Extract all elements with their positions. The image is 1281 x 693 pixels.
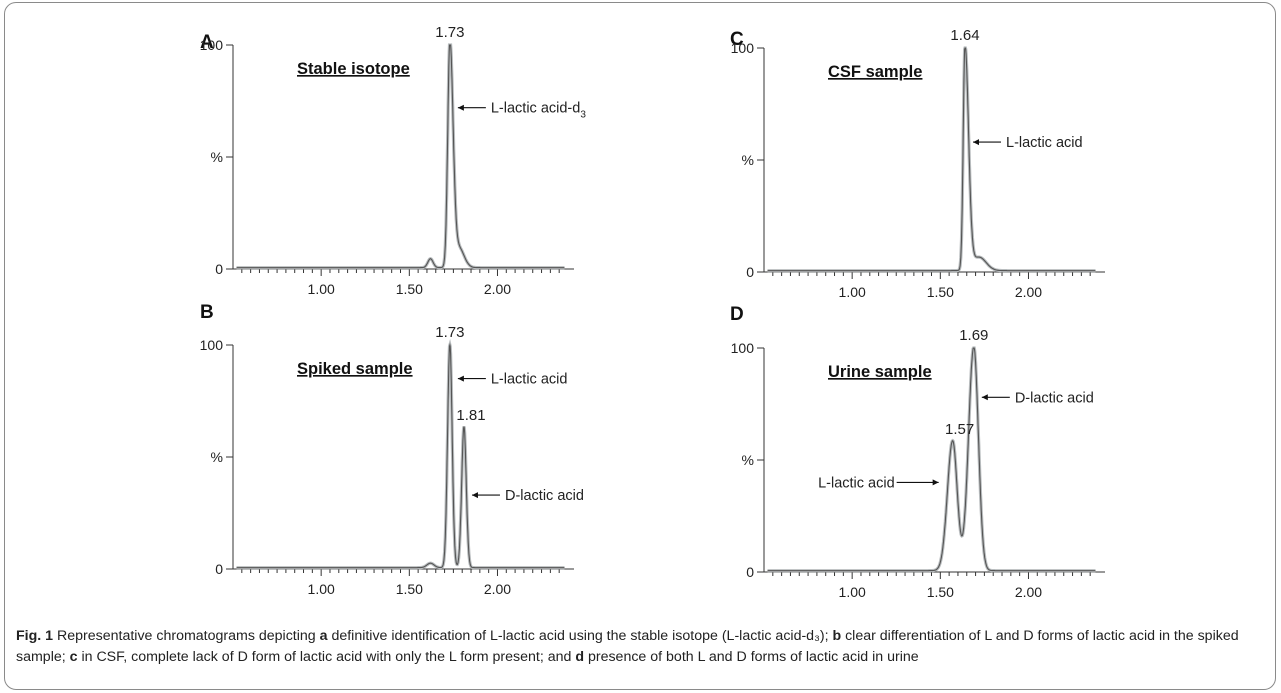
peak-annotation: L-lactic acid: [818, 475, 939, 491]
panel-title: Urine sample: [828, 363, 932, 381]
peak-label: 1.73: [435, 24, 464, 41]
chromatogram-trace: [767, 47, 1096, 272]
y-tick-label: 100: [200, 37, 224, 53]
caption-panel-ref: b: [832, 628, 842, 644]
panel-b: B Spiked sample 100% 0 1.00 1.50 2.00 1.73 1.81 L…: [200, 302, 584, 597]
arrow-head: [981, 394, 988, 401]
x-tick-label: 1.50: [927, 584, 954, 600]
annotation-text: L-lactic acid: [491, 372, 568, 388]
chromatogram-trace: [767, 347, 1096, 572]
annotation-text: L-lactic acid-d: [491, 101, 580, 117]
caption-segment: presence of both L and D forms of lactic…: [584, 649, 919, 665]
annotation-label: L-lactic acid-d3: [491, 101, 586, 121]
y-tick-label: %: [742, 452, 754, 468]
trace-halo: [236, 43, 565, 270]
annotation-label: L-lactic acid: [491, 372, 568, 388]
caption-segment: Representative chromatograms depicting: [53, 628, 320, 644]
x-tick-label: 1.50: [927, 284, 954, 300]
peak-annotation: L-lactic acid: [973, 135, 1083, 151]
panel-letter: C: [730, 29, 744, 50]
peak-annotation: L-lactic acid: [457, 372, 568, 388]
x-tick-label: 1.50: [396, 581, 423, 597]
x-tick-label: 2.00: [484, 281, 511, 297]
chromatogram-figure: A Stable isotope 100% 0 1.00 1.50 2.00 1.73 L-la…: [200, 24, 1105, 600]
panel-letter: A: [200, 32, 214, 53]
panel-a: A Stable isotope 100% 0 1.00 1.50 2.00 1.73 L-la…: [200, 24, 587, 297]
x-tick-label: 2.00: [484, 581, 511, 597]
x-tick-label: 1.00: [308, 281, 335, 297]
peak-annotation: L-lactic acid-d3: [457, 101, 586, 121]
peak-label: 1.64: [950, 27, 979, 44]
panel-title: Stable isotope: [297, 60, 410, 78]
y-tick-label: 0: [215, 261, 223, 277]
caption-fig-label: Fig. 1: [16, 628, 54, 644]
y-tick-label: 100: [200, 337, 224, 353]
arrow-head: [457, 375, 464, 382]
arrow-head: [457, 104, 464, 111]
peak-annotation: D-lactic acid: [981, 390, 1094, 406]
trace-halo: [767, 46, 1096, 273]
annotation-subscript: 3: [580, 110, 586, 121]
peak-label: 1.57: [945, 421, 974, 438]
arrow-head: [932, 479, 939, 486]
panel-c: C CSF sample 100% 0 1.00 1.50 2.00 1.64 L-lactic…: [730, 27, 1105, 300]
annotation-label: D-lactic acid: [505, 488, 584, 504]
caption-panel-ref: c: [69, 649, 78, 665]
y-tick-label: 100: [731, 340, 755, 356]
peak-annotation: D-lactic acid: [471, 488, 584, 504]
figure-frame: [4, 2, 1276, 690]
trace-halo: [767, 346, 1096, 573]
caption-panel-ref: a: [319, 628, 328, 644]
caption-text: Representative chromatograms depicting a…: [16, 628, 1239, 665]
annotation-text: D-lactic acid: [505, 488, 584, 504]
caption-segment: in CSF, complete lack of D form of lacti…: [77, 649, 576, 665]
annotation-label: L-lactic acid: [818, 475, 895, 491]
arrow-head: [973, 139, 979, 146]
figure-caption: Fig. 1 Representative chromatograms depi…: [16, 626, 1266, 668]
panel-title: Spiked sample: [297, 360, 413, 378]
y-tick-label: %: [742, 152, 754, 168]
annotation-label: L-lactic acid: [1006, 135, 1083, 151]
x-tick-label: 1.00: [308, 581, 335, 597]
panel-letter: D: [730, 304, 744, 325]
caption-segment: clear differentiation of L and D forms o…: [16, 628, 1239, 665]
annotation-text: D-lactic acid: [1015, 390, 1094, 406]
panel-letter: B: [200, 302, 214, 323]
y-tick-label: %: [211, 149, 223, 165]
panel-title: CSF sample: [828, 63, 922, 81]
annotation-label: D-lactic acid: [1015, 390, 1094, 406]
y-tick-label: 0: [215, 561, 223, 577]
y-tick-label: 0: [746, 264, 754, 280]
x-tick-label: 2.00: [1015, 284, 1042, 300]
annotation-text: L-lactic acid: [1006, 135, 1083, 151]
panel-d: D Urine sample 100% 0 1.00 1.50 2.00 1.57 1.69 D-…: [730, 304, 1105, 600]
peak-label: 1.81: [456, 407, 485, 424]
x-tick-label: 2.00: [1015, 584, 1042, 600]
peak-label: 1.69: [959, 327, 988, 344]
y-tick-label: %: [211, 449, 223, 465]
arrow-head: [471, 492, 478, 499]
x-tick-label: 1.00: [839, 284, 866, 300]
y-tick-label: 100: [731, 40, 755, 56]
caption-segment: definitive identification of L-lactic ac…: [327, 628, 833, 644]
x-tick-label: 1.50: [396, 281, 423, 297]
chromatogram-trace: [236, 44, 565, 269]
x-tick-label: 1.00: [839, 584, 866, 600]
y-tick-label: 0: [746, 564, 754, 580]
chromatogram-trace: [236, 342, 565, 569]
caption-panel-ref: d: [575, 649, 585, 665]
peak-label: 1.73: [435, 324, 464, 341]
